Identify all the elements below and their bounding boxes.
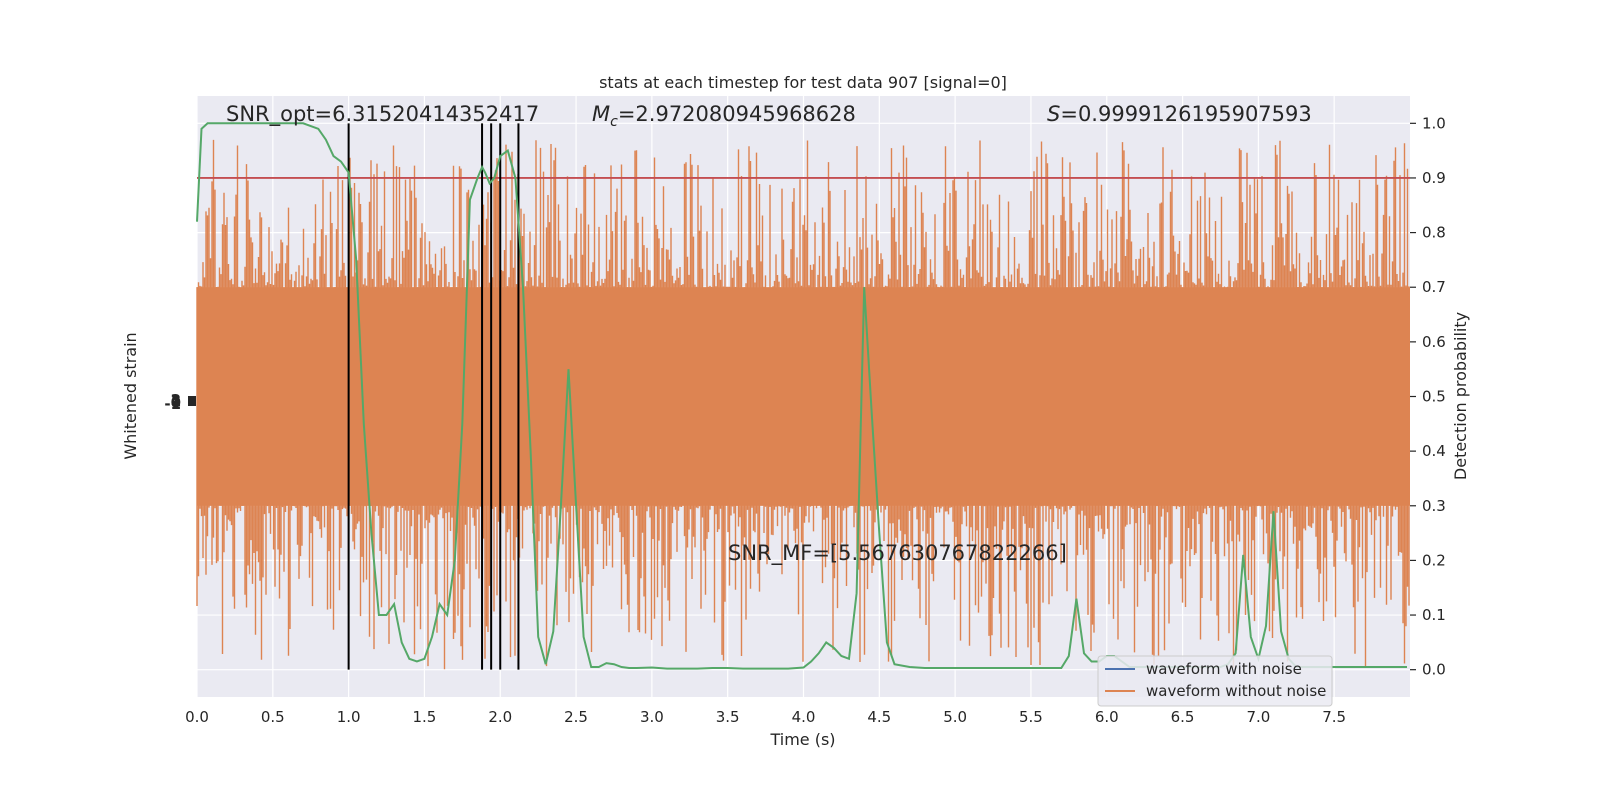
s-symbol: S xyxy=(1047,102,1060,126)
x-axis-label: Time (s) xyxy=(769,730,835,749)
x-tick-label: 1.0 xyxy=(337,708,361,726)
y-tick-label-left: 1 xyxy=(171,392,181,410)
y-tick-label-right: 0.4 xyxy=(1422,442,1446,460)
y-tick-label-right: 0.6 xyxy=(1422,333,1446,351)
x-tick-label: 7.0 xyxy=(1246,708,1270,726)
legend-label-without-noise: waveform without noise xyxy=(1146,682,1326,700)
y-tick-label-right: 0.8 xyxy=(1422,224,1446,242)
snr-mf-annotation: SNR_MF=[5.567630767822266] xyxy=(728,541,1067,566)
chirp-mass-annotation: Mc=2.972080945968628 xyxy=(592,102,856,130)
y-tick-marks-right xyxy=(1410,122,1416,671)
y-tick-label-right: 0.7 xyxy=(1422,278,1446,296)
y-tick-labels-right: 0.0 0.1 0.2 0.3 0.4 0.5 0.6 0.7 0.8 0.9 1.0 xyxy=(1422,114,1446,678)
y-tick-label-right: 0.5 xyxy=(1422,388,1446,406)
x-tick-label: 5.5 xyxy=(1019,708,1043,726)
y-tick-label-right: 0.2 xyxy=(1422,551,1446,569)
y-tick-label-left: -1 xyxy=(164,395,181,413)
x-tick-label: 3.0 xyxy=(640,708,664,726)
mc-symbol: M xyxy=(592,102,610,126)
x-tick-label: 4.5 xyxy=(867,708,891,726)
y-axis-label-left: Whitened strain xyxy=(121,332,140,459)
x-tick-label: 1.5 xyxy=(413,708,437,726)
y-tick-mark-left xyxy=(188,396,196,406)
y-tick-label-right: 0.0 xyxy=(1422,661,1446,679)
s-annotation: S=0.9999126195907593 xyxy=(1047,102,1312,126)
x-tick-label: 6.5 xyxy=(1171,708,1195,726)
y-tick-label-right: 0.3 xyxy=(1422,497,1446,515)
y-tick-label-right: 0.9 xyxy=(1422,169,1446,187)
snr-opt-annotation: SNR_opt=6.31520414352417 xyxy=(226,102,539,127)
x-tick-label: 0.0 xyxy=(185,708,209,726)
mc-value: =2.972080945968628 xyxy=(618,102,856,126)
legend-box xyxy=(1097,655,1333,707)
y-tick-label-right: 0.1 xyxy=(1422,606,1446,624)
legend: waveform with noise waveform without noi… xyxy=(1097,655,1333,707)
x-tick-label: 2.5 xyxy=(564,708,588,726)
x-tick-label: 4.0 xyxy=(792,708,816,726)
x-tick-label: 5.0 xyxy=(943,708,967,726)
x-tick-label: 7.5 xyxy=(1322,708,1346,726)
legend-label-with-noise: waveform with noise xyxy=(1146,660,1302,678)
chart-title: stats at each timestep for test data 907… xyxy=(599,73,1007,92)
y-axis-label-right: Detection probability xyxy=(1451,312,1470,480)
x-tick-labels: 0.0 0.5 1.0 1.5 2.0 2.5 3.0 3.5 4.0 4.5 5.0 5.5 6.0 6… xyxy=(185,708,1346,726)
s-value: =0.9999126195907593 xyxy=(1060,102,1311,126)
x-tick-label: 3.5 xyxy=(716,708,740,726)
y-tick-label-left: 2 xyxy=(171,391,181,409)
y-tick-label-right: 1.0 xyxy=(1422,114,1446,132)
x-tick-label: 6.0 xyxy=(1095,708,1119,726)
x-tick-label: 0.5 xyxy=(261,708,285,726)
y-tick-label-left: 0 xyxy=(171,394,181,412)
x-tick-label: 2.0 xyxy=(488,708,512,726)
waveform-without-noise-series xyxy=(196,139,1410,670)
mc-subscript: c xyxy=(610,114,618,130)
